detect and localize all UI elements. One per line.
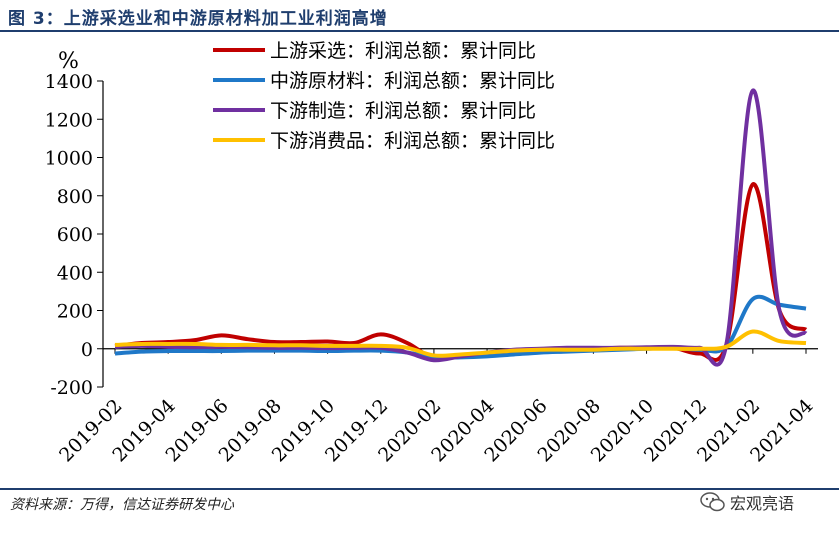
source-note: 资料来源：万得，信达证券研发中心 (10, 497, 234, 513)
y-tick-label: 600 (57, 224, 93, 246)
series-line (114, 182, 808, 362)
legend: 上游采选：利润总额：累计同比中游原材料：利润总额：累计同比下游制造：利润总额：累… (213, 40, 555, 152)
wechat-icon (700, 492, 725, 512)
y-tick-label: 1200 (45, 109, 93, 131)
y-tick-label: 1000 (45, 148, 93, 170)
figure-title: 图 3：上游采选业和中游原材料加工业利润高增 (8, 9, 388, 29)
legend-label: 下游消费品：利润总额：累计同比 (270, 130, 555, 152)
legend-label: 上游采选：利润总额：累计同比 (270, 40, 536, 62)
y-tick-label: 1400 (45, 71, 93, 93)
y-tick-label: 800 (57, 186, 93, 208)
line-chart: % -20002004006008001000120014002019-0220… (45, 40, 818, 466)
watermark-text: 宏观亮语 (730, 494, 795, 513)
legend-label: 中游原材料：利润总额：累计同比 (270, 70, 555, 92)
y-tick-label: -200 (50, 377, 93, 399)
footer-divider (0, 488, 839, 490)
y-tick-label: 400 (57, 262, 93, 284)
series-lines (114, 88, 808, 367)
y-tick-label: 0 (81, 339, 93, 361)
y-unit-label: % (58, 49, 79, 74)
watermark: 宏观亮语 (700, 490, 794, 514)
legend-label: 下游制造：利润总额：累计同比 (270, 100, 536, 122)
series-line (114, 329, 807, 358)
title-divider (0, 30, 839, 32)
y-tick-label: 200 (57, 301, 93, 323)
